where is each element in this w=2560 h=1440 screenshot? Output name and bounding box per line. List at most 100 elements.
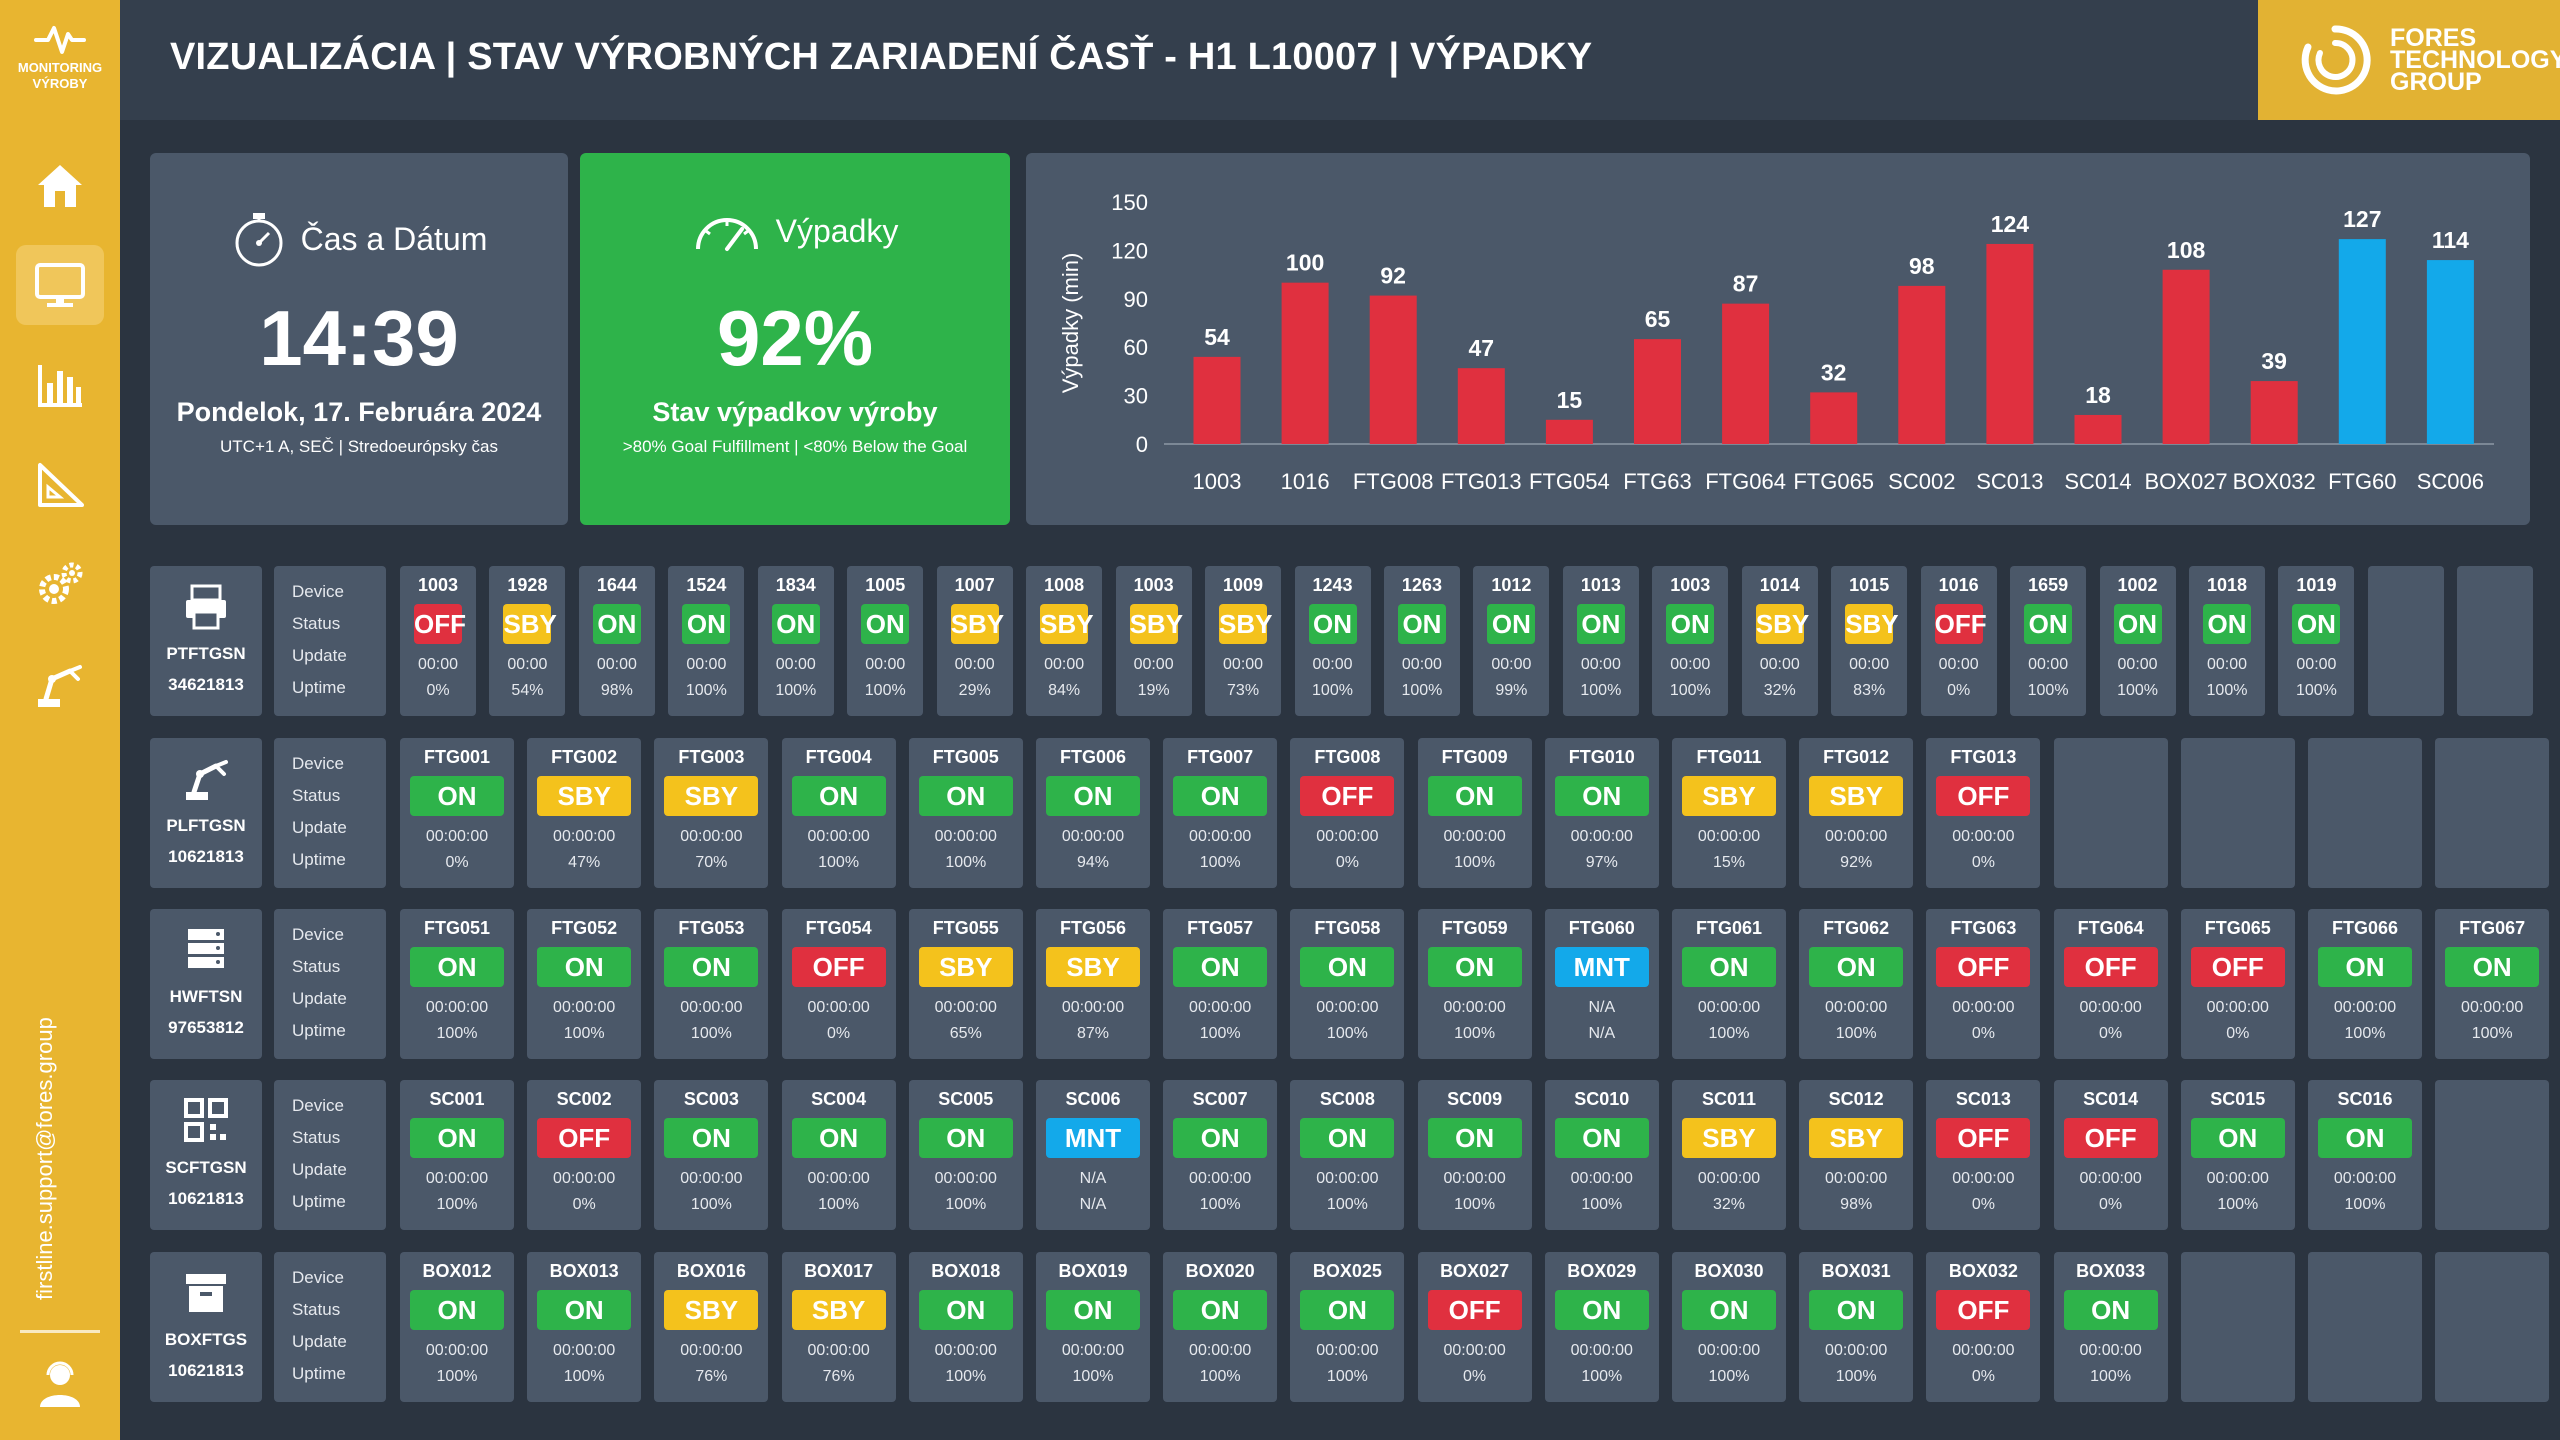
device-tile[interactable]: SC014 OFF 00:00:00 0% [2053,1080,2168,1230]
device-group-header[interactable]: SCFTGSN 10621813 [150,1080,262,1230]
device-group-header[interactable]: HWFTSN 97653812 [150,909,262,1059]
device-tile[interactable]: FTG052 ON 00:00:00 100% [527,909,642,1059]
device-group-header[interactable]: PLFTGSN 10621813 [150,738,262,888]
device-tile[interactable]: FTG055 SBY 00:00:00 65% [908,909,1023,1059]
device-tile[interactable]: SC009 ON 00:00:00 100% [1417,1080,1532,1230]
device-tile[interactable]: BOX013 ON 00:00:00 100% [527,1252,642,1402]
device-tile[interactable]: SC008 ON 00:00:00 100% [1290,1080,1405,1230]
device-tile[interactable]: FTG053 ON 00:00:00 100% [654,909,769,1059]
device-tile[interactable]: 1928 SBY 00:00 54% [489,566,566,716]
device-tile[interactable]: FTG009 ON 00:00:00 100% [1417,738,1532,888]
device-tile[interactable]: SC012 SBY 00:00:00 98% [1799,1080,1914,1230]
device-tile[interactable]: SC007 ON 00:00:00 100% [1163,1080,1278,1230]
status-badge: ON [1666,604,1715,644]
device-tile[interactable]: BOX027 OFF 00:00:00 0% [1417,1252,1532,1402]
device-tile[interactable]: SC004 ON 00:00:00 100% [781,1080,896,1230]
device-tile[interactable]: FTG008 OFF 00:00:00 0% [1290,738,1405,888]
device-tile[interactable]: 1005 ON 00:00 100% [847,566,924,716]
device-tile[interactable]: FTG056 SBY 00:00:00 87% [1036,909,1150,1059]
nav-settings[interactable] [16,545,104,625]
device-tile[interactable]: FTG013 OFF 00:00:00 0% [1926,738,2041,888]
device-tile[interactable]: FTG059 ON 00:00:00 100% [1417,909,1532,1059]
device-tile[interactable]: BOX031 ON 00:00:00 100% [1799,1252,1914,1402]
nav-reports[interactable] [16,345,104,425]
device-tile[interactable]: SC013 OFF 00:00:00 0% [1926,1080,2041,1230]
device-tile[interactable]: 1019 ON 00:00 100% [2278,566,2355,716]
device-tile[interactable]: BOX030 ON 00:00:00 100% [1672,1252,1786,1402]
device-tile[interactable]: SC011 SBY 00:00:00 32% [1672,1080,1786,1230]
device-tile[interactable]: FTG054 OFF 00:00:00 0% [781,909,896,1059]
device-tile[interactable]: FTG066 ON 00:00:00 100% [2308,909,2422,1059]
device-tile[interactable]: FTG057 ON 00:00:00 100% [1163,909,1278,1059]
device-tile[interactable]: BOX017 SBY 00:00:00 76% [781,1252,896,1402]
device-tile[interactable]: 1014 SBY 00:00 32% [1741,566,1818,716]
device-tile[interactable]: 1003 SBY 00:00 19% [1115,566,1192,716]
device-tile[interactable]: FTG003 SBY 00:00:00 70% [654,738,769,888]
device-tile[interactable]: FTG062 ON 00:00:00 100% [1799,909,1914,1059]
device-tile[interactable]: 1009 SBY 00:00 73% [1205,566,1282,716]
device-tile[interactable]: 1003 OFF 00:00 0% [400,566,476,716]
device-tile[interactable]: FTG051 ON 00:00:00 100% [400,909,514,1059]
nav-user[interactable] [16,1345,104,1425]
device-tile[interactable]: 1659 ON 00:00 100% [2010,566,2087,716]
device-tile[interactable]: FTG064 OFF 00:00:00 0% [2053,909,2168,1059]
device-tile[interactable]: FTG058 ON 00:00:00 100% [1290,909,1405,1059]
device-tile[interactable]: SC010 ON 00:00:00 100% [1544,1080,1659,1230]
device-tile[interactable]: 1013 ON 00:00 100% [1562,566,1639,716]
device-tile[interactable]: FTG004 ON 00:00:00 100% [781,738,896,888]
device-tile[interactable]: 1015 SBY 00:00 83% [1831,566,1908,716]
device-tile[interactable]: BOX020 ON 00:00:00 100% [1163,1252,1278,1402]
device-tile[interactable]: 1016 OFF 00:00 0% [1920,566,1997,716]
device-tile[interactable]: SC003 ON 00:00:00 100% [654,1080,769,1230]
device-tile[interactable]: FTG010 ON 00:00:00 97% [1544,738,1659,888]
device-tile[interactable]: 1012 ON 00:00 99% [1473,566,1550,716]
device-tile[interactable]: FTG002 SBY 00:00:00 47% [527,738,642,888]
device-tile[interactable]: FTG006 ON 00:00:00 94% [1036,738,1150,888]
device-tile[interactable]: FTG061 ON 00:00:00 100% [1672,909,1786,1059]
device-tile[interactable]: FTG012 SBY 00:00:00 92% [1799,738,1914,888]
nav-measure[interactable] [16,445,104,525]
device-tile[interactable]: FTG060 MNT N/A N/A [1544,909,1659,1059]
device-update: 00:00:00 [1570,828,1633,845]
device-tile[interactable]: FTG063 OFF 00:00:00 0% [1926,909,2041,1059]
device-tile[interactable]: BOX029 ON 00:00:00 100% [1544,1252,1659,1402]
device-tile[interactable]: FTG007 ON 00:00:00 100% [1163,738,1278,888]
nav-monitor[interactable] [16,245,104,325]
device-tile[interactable]: SC001 ON 00:00:00 100% [400,1080,514,1230]
device-group-header[interactable]: BOXFTGS 10621813 [150,1252,262,1402]
status-badge: ON [918,1290,1013,1330]
device-tile[interactable]: BOX016 SBY 00:00:00 76% [654,1252,769,1402]
device-tile[interactable]: BOX018 ON 00:00:00 100% [908,1252,1023,1402]
nav-machines[interactable] [16,645,104,725]
device-uptime: 32% [1763,682,1796,699]
device-tile[interactable]: BOX033 ON 00:00:00 100% [2053,1252,2168,1402]
nav-home[interactable] [16,145,104,225]
device-tile[interactable]: SC006 MNT N/A N/A [1036,1080,1150,1230]
device-tile[interactable]: SC016 ON 00:00:00 100% [2308,1080,2422,1230]
device-tile[interactable]: 1524 ON 00:00 100% [668,566,745,716]
device-tile[interactable]: 1644 ON 00:00 98% [578,566,655,716]
device-tile[interactable]: 1243 ON 00:00 100% [1294,566,1371,716]
status-badge: OFF [2063,947,2158,987]
device-tile[interactable]: 1263 ON 00:00 100% [1383,566,1460,716]
device-group-header[interactable]: PTFTGSN 34621813 [150,566,262,716]
device-tile[interactable]: FTG011 SBY 00:00:00 15% [1672,738,1786,888]
device-tile[interactable]: FTG065 OFF 00:00:00 0% [2180,909,2295,1059]
device-tile[interactable]: 1834 ON 00:00 100% [757,566,834,716]
device-tile[interactable]: SC002 OFF 00:00:00 0% [527,1080,642,1230]
device-uptime: 83% [1853,682,1886,699]
device-tile[interactable]: BOX012 ON 00:00:00 100% [400,1252,514,1402]
device-tile[interactable]: 1003 ON 00:00 100% [1652,566,1729,716]
device-tile[interactable]: FTG067 ON 00:00:00 100% [2435,909,2550,1059]
device-tile[interactable]: SC015 ON 00:00:00 100% [2180,1080,2295,1230]
device-tile[interactable]: FTG001 ON 00:00:00 0% [400,738,514,888]
device-tile[interactable]: SC005 ON 00:00:00 100% [908,1080,1023,1230]
device-tile[interactable]: BOX025 ON 00:00:00 100% [1290,1252,1405,1402]
device-tile[interactable]: 1007 SBY 00:00 29% [936,566,1013,716]
device-tile[interactable]: BOX032 OFF 00:00:00 0% [1926,1252,2041,1402]
device-tile[interactable]: BOX019 ON 00:00:00 100% [1036,1252,1150,1402]
device-tile[interactable]: FTG005 ON 00:00:00 100% [908,738,1023,888]
device-tile[interactable]: 1018 ON 00:00 100% [2189,566,2265,716]
device-tile[interactable]: 1002 ON 00:00 100% [2099,566,2176,716]
device-tile[interactable]: 1008 SBY 00:00 84% [1026,566,1103,716]
